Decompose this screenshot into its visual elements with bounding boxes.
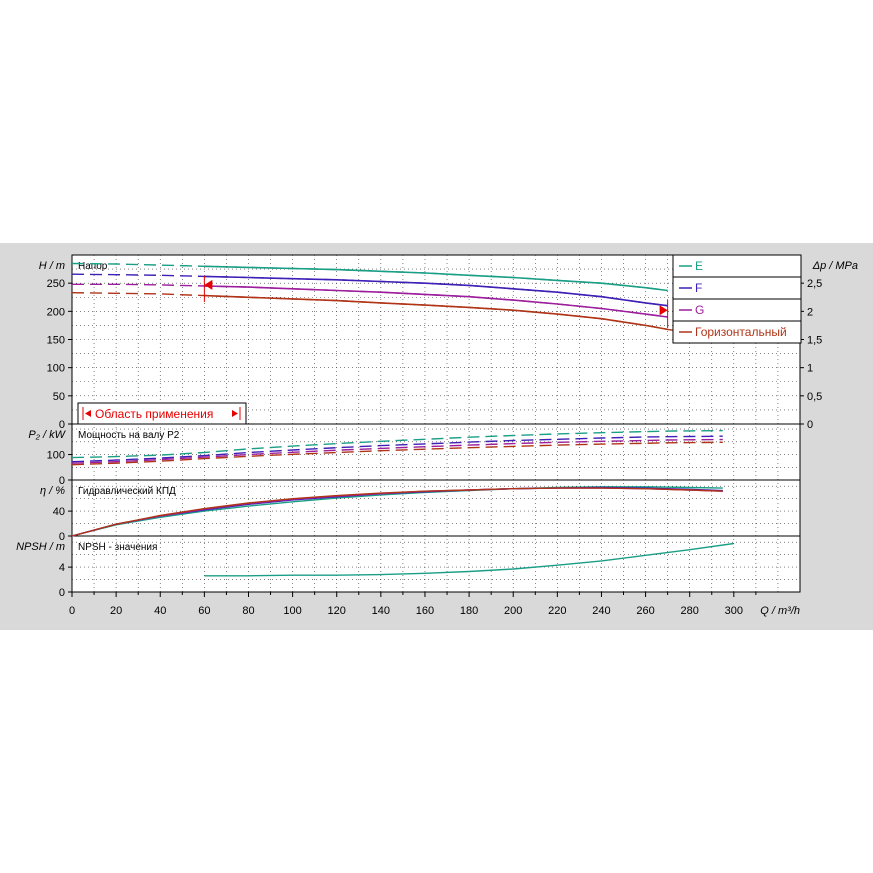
x-tick-label: 220: [548, 605, 566, 617]
series-line: [71, 487, 723, 537]
y-tick-label: 150: [47, 335, 65, 347]
y2-tick-label: 0: [807, 419, 813, 431]
legend-label: F: [695, 281, 702, 295]
x-tick-label: 180: [460, 605, 478, 617]
x-tick-label: 0: [69, 605, 75, 617]
y-tick-label: 250: [47, 278, 65, 290]
series-line: [71, 438, 723, 464]
panel-title: NPSH - значения: [78, 542, 157, 553]
legend-item: [672, 276, 802, 300]
x-tick-label: 120: [328, 605, 346, 617]
y-tick-label: 200: [47, 306, 65, 318]
x-tick-label: 20: [110, 605, 122, 617]
y-tick-label: 0: [59, 419, 65, 431]
y2-tick-label: 2,5: [807, 278, 822, 290]
x-tick-label: 40: [154, 605, 166, 617]
x-tick-label: 240: [592, 605, 610, 617]
y-tick-label: 4: [59, 562, 65, 574]
y-tick-label: 0: [59, 587, 65, 599]
range-label: Область применения: [95, 407, 213, 421]
panel-title: Напор: [78, 261, 108, 272]
legend-item: [672, 298, 802, 322]
y-tick-label: 100: [47, 363, 65, 375]
range-start-arrow: [204, 279, 213, 290]
y2-tick-label: 0,5: [807, 391, 822, 403]
x-tick-label: 300: [725, 605, 743, 617]
range-box-arrow-right: [232, 410, 238, 417]
series-line-solid: [204, 294, 668, 331]
y2-tick-label: 1,5: [807, 335, 822, 347]
range-box-arrow-left: [85, 410, 91, 417]
panel-title: Мощность на валу P2: [78, 430, 180, 441]
y-axis-label: P₂ / kW: [28, 429, 66, 441]
legend-label: G: [695, 303, 704, 317]
x-tick-label: 260: [636, 605, 654, 617]
legend-item: [672, 320, 802, 344]
series-line-solid: [204, 265, 668, 292]
series-line: [71, 435, 723, 463]
series-line: [204, 542, 734, 577]
panel-title: Гидравлический КПД: [78, 486, 176, 497]
x-tick-label: 100: [283, 605, 301, 617]
y-axis-label: H / m: [39, 260, 65, 272]
series-line: [71, 429, 723, 459]
legend-label: Горизонтальный: [695, 325, 787, 339]
y-axis-label: η / %: [40, 485, 65, 497]
y2-axis-label: Δp / MPa: [812, 260, 858, 272]
y-tick-label: 100: [47, 450, 65, 462]
y-tick-label: 50: [53, 391, 65, 403]
x-tick-label: 280: [681, 605, 699, 617]
series-line: [71, 441, 723, 466]
series-line-solid: [204, 275, 668, 307]
x-tick-label: 140: [372, 605, 390, 617]
x-tick-label: 60: [198, 605, 210, 617]
x-tick-label: 160: [416, 605, 434, 617]
x-tick-label: 80: [242, 605, 254, 617]
y-tick-label: 0: [59, 475, 65, 487]
range-label-box: [77, 402, 247, 425]
x-tick-label: 200: [504, 605, 522, 617]
y-axis-label: NPSH / m: [16, 541, 65, 553]
series-line-solid: [204, 285, 668, 318]
y-tick-label: 40: [53, 506, 65, 518]
x-axis-label: Q / m³/h: [760, 605, 800, 617]
y2-tick-label: 2: [807, 306, 813, 318]
legend-item: [672, 254, 802, 278]
y-tick-label: 0: [59, 531, 65, 543]
range-end-arrow: [659, 305, 668, 316]
series-line: [71, 486, 723, 537]
y2-tick-label: 1: [807, 363, 813, 375]
legend-label: E: [695, 259, 703, 273]
